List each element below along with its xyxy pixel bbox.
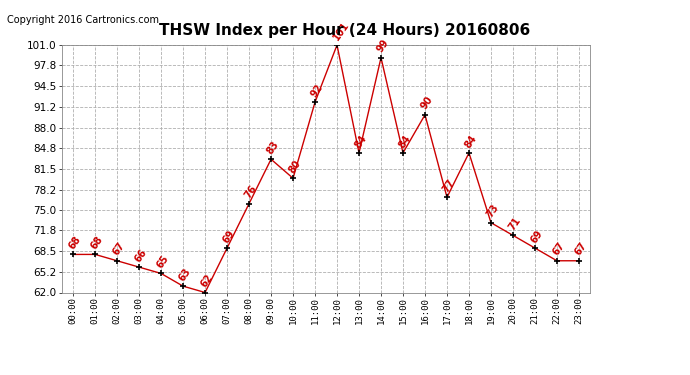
- Text: 67: 67: [111, 241, 127, 258]
- Text: 68: 68: [89, 234, 105, 251]
- Text: THSW Index per Hour (24 Hours) 20160806: THSW Index per Hour (24 Hours) 20160806: [159, 22, 531, 38]
- Text: 77: 77: [441, 177, 457, 194]
- Text: 80: 80: [287, 158, 303, 175]
- Text: 92: 92: [309, 82, 325, 99]
- Text: 67: 67: [551, 241, 567, 258]
- Text: 69: 69: [529, 228, 545, 245]
- Text: 83: 83: [265, 139, 281, 156]
- Text: 69: 69: [221, 228, 237, 245]
- Text: 65: 65: [155, 254, 171, 270]
- Text: THSW  (°F): THSW (°F): [602, 29, 661, 39]
- Text: 84: 84: [397, 133, 413, 150]
- Text: 71: 71: [507, 215, 523, 232]
- Text: 76: 76: [243, 184, 259, 201]
- Text: Copyright 2016 Cartronics.com: Copyright 2016 Cartronics.com: [7, 15, 159, 25]
- Text: 84: 84: [463, 133, 479, 150]
- Text: 101: 101: [331, 20, 351, 42]
- Text: 68: 68: [67, 234, 83, 251]
- Text: 63: 63: [177, 266, 193, 283]
- Text: 73: 73: [485, 203, 501, 219]
- Text: 90: 90: [419, 95, 435, 112]
- Text: 62: 62: [199, 273, 215, 290]
- Text: 99: 99: [375, 38, 391, 54]
- Text: 66: 66: [133, 247, 149, 264]
- Text: 84: 84: [353, 133, 369, 150]
- Text: 67: 67: [573, 241, 589, 258]
